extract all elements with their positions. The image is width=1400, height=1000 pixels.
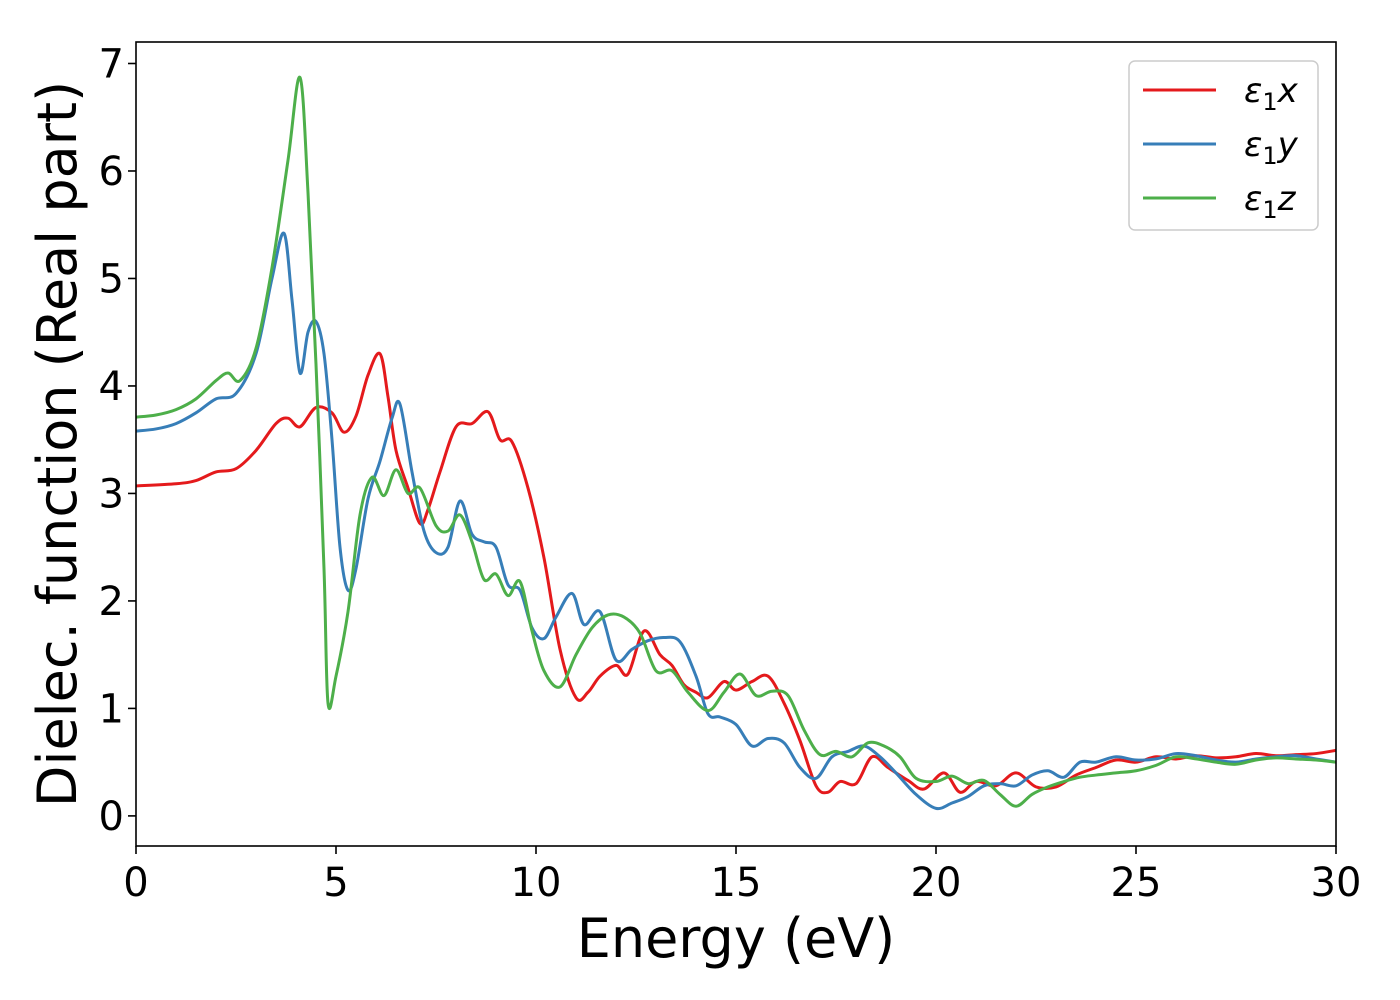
y-tick-label: 0 <box>99 794 124 840</box>
legend-label-suffix: y <box>1277 125 1299 165</box>
x-tick-label: 15 <box>711 860 762 906</box>
legend-label-subscript: 1 <box>1262 196 1277 224</box>
legend-label-subscript: 1 <box>1262 142 1277 170</box>
y-axis-title: Dielec. function (Real part) <box>26 81 89 807</box>
y-tick-label: 7 <box>99 41 124 87</box>
x-tick-label: 10 <box>511 860 562 906</box>
x-tick-label: 5 <box>323 860 348 906</box>
series-line-y <box>136 231 1336 811</box>
legend-label-y: ε1y <box>1244 125 1299 170</box>
x-tick-label: 0 <box>123 860 148 906</box>
x-tick-label: 25 <box>1111 860 1162 906</box>
y-tick-label: 1 <box>99 686 124 732</box>
legend-label-x: ε1x <box>1244 71 1299 116</box>
y-tick-label: 2 <box>99 579 124 625</box>
x-axis-title: Energy (eV) <box>577 907 896 970</box>
legend-label-suffix: x <box>1277 71 1299 111</box>
y-tick-label: 5 <box>99 256 124 302</box>
legend-label-suffix: z <box>1277 179 1297 219</box>
series-line-x <box>136 351 1336 795</box>
y-tick-label: 4 <box>99 364 124 410</box>
x-tick-label: 20 <box>911 860 962 906</box>
y-axis-ticks: 0 1 2 3 4 5 6 7 <box>99 41 136 840</box>
legend-label-base: ε <box>1244 179 1262 219</box>
y-tick-label: 6 <box>99 149 124 195</box>
y-tick-label: 3 <box>99 471 124 517</box>
x-axis-ticks: 0 5 10 15 20 25 30 <box>123 846 1361 906</box>
legend-label-base: ε <box>1244 125 1262 165</box>
legend-label-z: ε1z <box>1244 179 1297 224</box>
x-tick-label: 30 <box>1311 860 1362 906</box>
legend-label-subscript: 1 <box>1262 88 1277 116</box>
legend-label-base: ε <box>1244 71 1262 111</box>
legend-frame <box>1128 60 1319 231</box>
series-layer <box>136 75 1336 811</box>
series-line-z <box>136 75 1336 808</box>
